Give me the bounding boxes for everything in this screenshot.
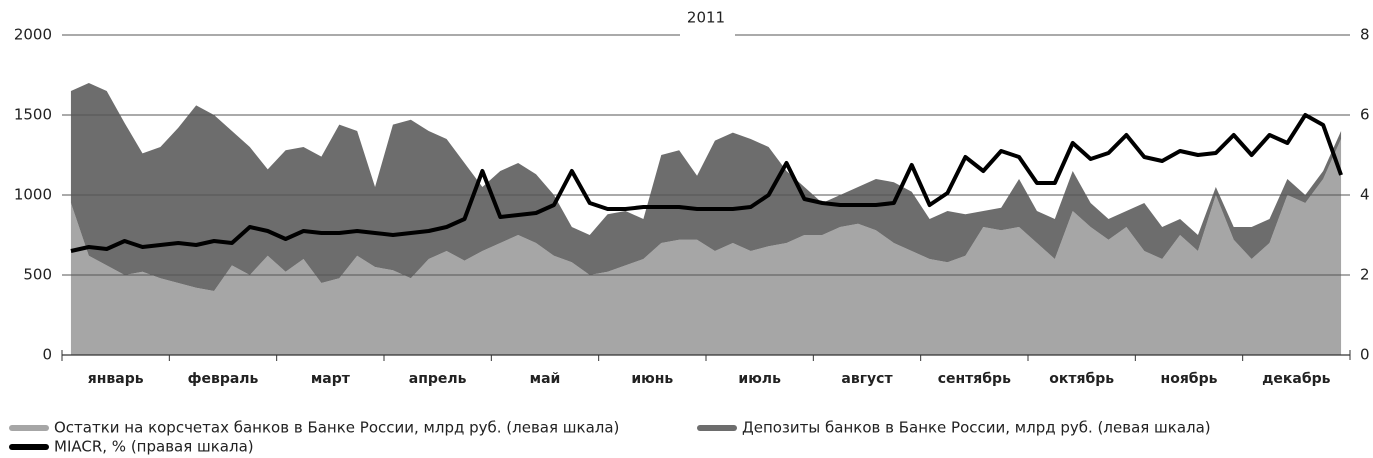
legend-label: Остатки на корсчетах банков в Банке Росс…	[54, 419, 619, 437]
y-tick-label: 500	[23, 266, 52, 284]
x-tick-label: сентябрь	[938, 371, 1011, 387]
y-tick-label: 0	[42, 346, 52, 364]
y-tick-label: 2000	[14, 26, 52, 44]
x-tick-label: июль	[738, 371, 781, 387]
y2-tick-label: 8	[1360, 26, 1370, 44]
legend-label: Депозиты банков в Банке России, млрд руб…	[742, 419, 1211, 437]
y2-tick-label: 6	[1360, 106, 1370, 124]
areas	[70, 83, 1342, 355]
area	[70, 83, 1342, 291]
chart-title: 2011	[687, 9, 725, 27]
x-tick-label: июнь	[631, 371, 673, 387]
grid	[62, 34, 1350, 276]
x-tick-label: август	[841, 371, 893, 387]
y2-tick-label: 2	[1360, 266, 1370, 284]
x-tick-label: октябрь	[1049, 371, 1114, 387]
area	[70, 139, 1342, 355]
x-tick-label: май	[530, 371, 561, 387]
y2-tick-label: 4	[1360, 186, 1370, 204]
x-tick-label: февраль	[188, 371, 259, 387]
x-tick-label: март	[311, 371, 351, 387]
x-tick-label: декабрь	[1262, 371, 1331, 387]
y-tick-label: 1500	[14, 106, 52, 124]
line	[70, 113, 1343, 253]
x-tick-label: апрель	[409, 371, 467, 387]
y-tick-label: 1000	[14, 186, 52, 204]
y2-tick-label: 0	[1360, 346, 1370, 364]
legend-label: MIACR, % (правая шкала)	[54, 438, 254, 456]
x-tick-label: ноябрь	[1161, 371, 1218, 387]
x-tick-label: январь	[88, 371, 144, 387]
